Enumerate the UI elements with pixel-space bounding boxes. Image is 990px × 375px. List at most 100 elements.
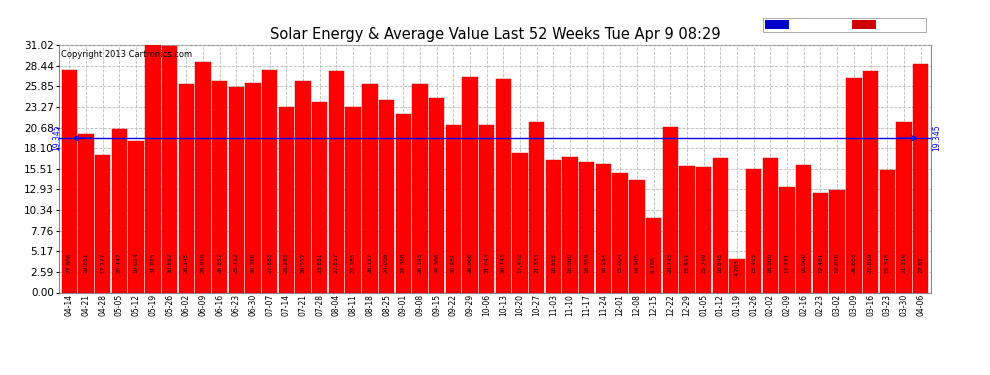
Text: 20.981: 20.981: [450, 252, 455, 273]
Text: 21.319: 21.319: [902, 252, 907, 273]
Bar: [679, 165, 695, 292]
Text: 17.177: 17.177: [100, 252, 105, 273]
Bar: [95, 156, 111, 292]
Bar: [879, 170, 895, 292]
Bar: [178, 84, 194, 292]
Bar: [863, 70, 878, 292]
Text: 27.819: 27.819: [868, 252, 873, 273]
Bar: [730, 259, 744, 292]
Bar: [713, 158, 728, 292]
Text: 26.743: 26.743: [501, 252, 506, 273]
Bar: [295, 81, 311, 292]
Text: 17.492: 17.492: [518, 252, 523, 273]
Bar: [279, 107, 294, 292]
Bar: [479, 124, 494, 292]
Text: 26.193: 26.193: [418, 252, 423, 273]
Bar: [262, 70, 277, 292]
Text: 24.098: 24.098: [384, 252, 389, 273]
Text: 27.81: 27.81: [918, 256, 923, 273]
Bar: [112, 129, 127, 292]
Bar: [329, 70, 345, 292]
Text: 21.333: 21.333: [535, 252, 540, 273]
Bar: [412, 84, 428, 292]
Text: 25.722: 25.722: [234, 252, 239, 273]
Bar: [346, 107, 360, 292]
Bar: [146, 45, 160, 292]
Bar: [195, 62, 211, 292]
Text: 16.845: 16.845: [718, 252, 723, 273]
Bar: [630, 180, 644, 292]
Text: 22.368: 22.368: [401, 252, 406, 273]
Text: 23.285: 23.285: [284, 252, 289, 273]
Bar: [246, 82, 260, 292]
Text: 19.345: 19.345: [52, 125, 61, 152]
Bar: [229, 87, 244, 292]
Text: 20.745: 20.745: [667, 252, 673, 273]
Text: 26.966: 26.966: [467, 252, 472, 273]
Bar: [779, 187, 795, 292]
Bar: [645, 217, 661, 292]
Text: 24.368: 24.368: [434, 252, 440, 273]
Text: 16.154: 16.154: [601, 252, 606, 273]
Text: 16.359: 16.359: [584, 252, 589, 273]
Bar: [429, 98, 445, 292]
Bar: [746, 169, 761, 292]
Text: 30.882: 30.882: [167, 252, 172, 273]
Bar: [545, 160, 561, 292]
Bar: [830, 190, 844, 292]
Bar: [613, 173, 628, 292]
Bar: [362, 84, 377, 292]
Title: Solar Energy & Average Value Last 52 Weeks Tue Apr 9 08:29: Solar Energy & Average Value Last 52 Wee…: [269, 27, 721, 42]
Bar: [446, 125, 461, 292]
Text: 27.885: 27.885: [267, 252, 272, 273]
Text: 26.552: 26.552: [217, 252, 222, 273]
Bar: [762, 158, 778, 292]
Text: 16.960: 16.960: [567, 252, 572, 273]
Text: 27.906: 27.906: [67, 252, 72, 273]
Text: 26.552: 26.552: [301, 252, 306, 273]
Bar: [696, 167, 711, 292]
Text: 20.447: 20.447: [117, 252, 122, 273]
Bar: [496, 79, 511, 292]
Bar: [129, 141, 144, 292]
Text: 28.918: 28.918: [200, 252, 206, 273]
Bar: [813, 193, 828, 292]
Text: 31.025: 31.025: [150, 252, 155, 273]
Text: 16.900: 16.900: [768, 252, 773, 273]
Text: 16.655: 16.655: [550, 252, 556, 273]
Bar: [61, 70, 77, 292]
Text: 13.221: 13.221: [784, 252, 790, 273]
Bar: [462, 77, 477, 292]
Text: 23.851: 23.851: [317, 252, 323, 273]
Bar: [579, 162, 594, 292]
Text: 23.285: 23.285: [350, 252, 355, 273]
Text: 16.000: 16.000: [801, 252, 806, 273]
Text: 26.157: 26.157: [367, 252, 372, 273]
Bar: [396, 114, 411, 292]
Text: 15.912: 15.912: [684, 252, 689, 273]
Bar: [212, 81, 228, 292]
Bar: [896, 122, 912, 292]
Text: 21.043: 21.043: [484, 252, 489, 273]
Text: 19.024: 19.024: [134, 252, 139, 273]
Text: 15.345: 15.345: [885, 252, 890, 273]
Text: 4.203: 4.203: [735, 259, 740, 276]
Bar: [913, 63, 929, 292]
Bar: [379, 100, 394, 292]
Text: 19.851: 19.851: [83, 252, 88, 273]
Bar: [78, 134, 94, 292]
Text: 12.810: 12.810: [835, 252, 840, 273]
Text: 19.345: 19.345: [933, 125, 941, 152]
Bar: [662, 127, 678, 292]
Text: 15.749: 15.749: [701, 252, 706, 273]
Bar: [596, 164, 611, 292]
Text: 9.388: 9.388: [651, 256, 656, 273]
Text: 26.880: 26.880: [851, 252, 856, 273]
Bar: [529, 122, 545, 292]
Bar: [796, 165, 812, 292]
Bar: [513, 153, 528, 292]
Text: 26.318: 26.318: [250, 252, 255, 273]
Text: 15.004: 15.004: [618, 252, 623, 273]
Text: 26.145: 26.145: [184, 252, 189, 273]
Bar: [562, 157, 578, 292]
